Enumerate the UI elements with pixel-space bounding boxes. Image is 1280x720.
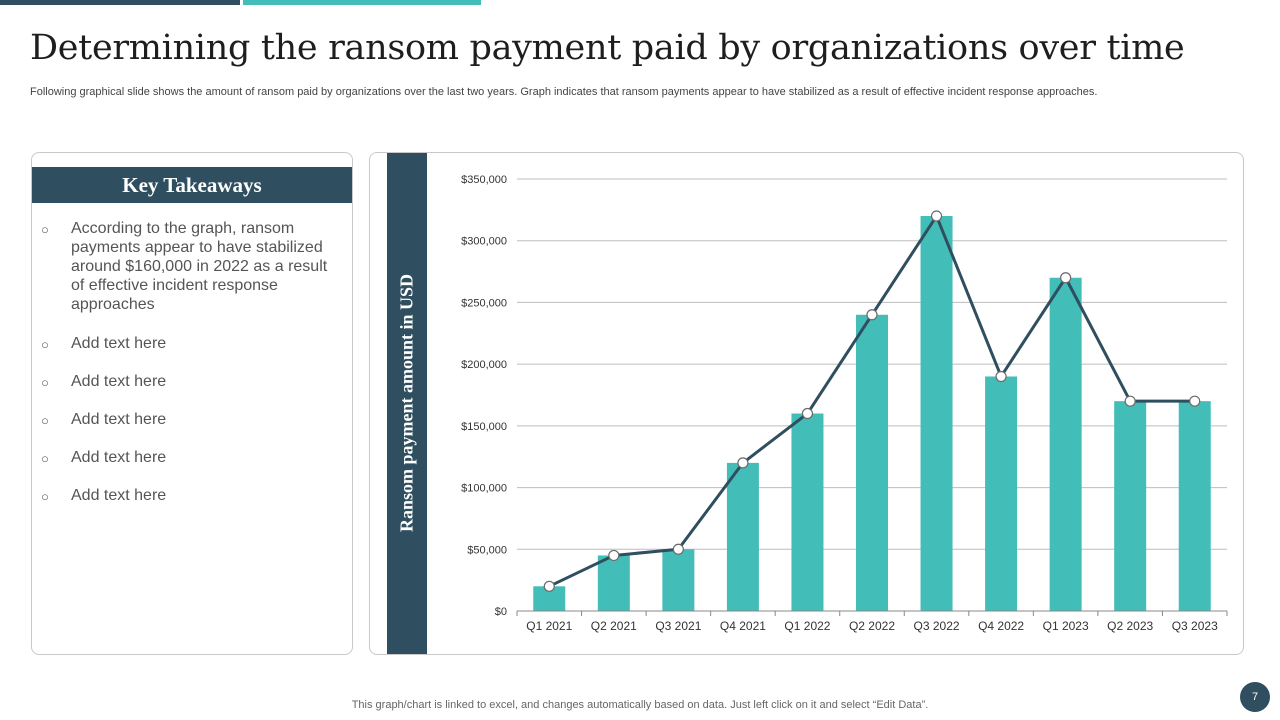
x-tick-label: Q4 2021 bbox=[720, 619, 766, 633]
line-point bbox=[866, 309, 878, 321]
x-tick-label: Q2 2022 bbox=[849, 619, 895, 633]
x-tick-label: Q3 2021 bbox=[655, 619, 701, 633]
bar bbox=[726, 462, 759, 611]
bar bbox=[662, 549, 695, 611]
x-tick-label: Q4 2022 bbox=[978, 619, 1024, 633]
takeaway-text: Add text here bbox=[71, 373, 167, 390]
line-point bbox=[995, 370, 1007, 383]
x-tick-label: Q1 2021 bbox=[526, 619, 572, 633]
top-accent-bar-teal bbox=[243, 0, 481, 5]
takeaway-text: Add text here bbox=[71, 411, 167, 428]
line-point bbox=[930, 210, 943, 222]
ransom-payment-chart[interactable]: $0 $50,000 $100,000 $150,000 $200,000 $250,00… bbox=[370, 153, 1243, 654]
key-takeaways-panel: Key Takeaways ○ According to the graph, … bbox=[31, 152, 353, 655]
takeaway-text: Add text here bbox=[71, 449, 167, 466]
takeaway-item: ○ Add text here bbox=[32, 448, 352, 467]
key-takeaways-heading: Key Takeaways bbox=[32, 167, 352, 203]
bar bbox=[597, 555, 630, 611]
key-takeaways-list: ○ According to the graph, ransom payment… bbox=[32, 219, 352, 524]
bullet-circle-icon: ○ bbox=[41, 375, 49, 390]
bar bbox=[985, 376, 1018, 611]
line-point bbox=[1060, 272, 1072, 284]
takeaway-item: ○ Add text here bbox=[32, 486, 352, 505]
bar bbox=[1114, 401, 1147, 611]
line-point bbox=[1189, 395, 1201, 407]
takeaway-item: ○ Add text here bbox=[32, 334, 352, 353]
x-tick-label: Q1 2022 bbox=[784, 619, 830, 633]
footer-note: This graph/chart is linked to excel, and… bbox=[351, 699, 929, 711]
y-tick-label: $250,000 bbox=[461, 297, 507, 309]
line-point bbox=[1124, 395, 1136, 407]
x-tick-label: Q3 2022 bbox=[914, 619, 960, 633]
bar bbox=[1049, 277, 1082, 611]
y-tick-label: $300,000 bbox=[461, 236, 507, 248]
bar bbox=[920, 216, 953, 611]
takeaway-text: Add text here bbox=[71, 487, 167, 504]
line-point bbox=[608, 549, 620, 562]
x-tick-label: Q3 2023 bbox=[1172, 619, 1218, 633]
line-point bbox=[737, 457, 749, 469]
bullet-circle-icon: ○ bbox=[41, 451, 49, 466]
bullet-circle-icon: ○ bbox=[41, 337, 49, 352]
takeaway-item: ○ Add text here bbox=[32, 372, 352, 391]
y-tick-label: $350,000 bbox=[461, 174, 507, 186]
page-number: 7 bbox=[1240, 682, 1270, 712]
x-tick-label: Q1 2023 bbox=[1043, 619, 1089, 633]
slide-subtitle: Following graphical slide shows the amou… bbox=[30, 86, 1098, 98]
slide-title: Determining the ransom payment paid by o… bbox=[30, 28, 1185, 68]
bar bbox=[1178, 401, 1211, 611]
top-accent-bar-dark bbox=[0, 0, 240, 5]
x-tick-label: Q2 2021 bbox=[591, 619, 637, 633]
takeaway-text: Add text here bbox=[71, 335, 167, 352]
y-tick-label: $50,000 bbox=[467, 544, 507, 556]
y-axis-label-bar bbox=[387, 153, 427, 654]
takeaway-item: ○ According to the graph, ransom payment… bbox=[32, 219, 352, 314]
bullet-circle-icon: ○ bbox=[41, 413, 49, 428]
x-tick-label: Q2 2023 bbox=[1107, 619, 1153, 633]
line-point bbox=[801, 407, 814, 420]
y-tick-label: $100,000 bbox=[461, 483, 507, 495]
bar bbox=[856, 314, 888, 611]
bar bbox=[791, 413, 824, 611]
y-tick-label: $0 bbox=[495, 606, 507, 618]
y-tick-label: $150,000 bbox=[461, 421, 507, 433]
line-point bbox=[672, 543, 684, 555]
chart-panel[interactable]: Ransom payment amount in USD $0 $50,000 $1… bbox=[369, 152, 1244, 655]
line-point bbox=[543, 580, 555, 592]
takeaway-text: According to the graph, ransom payments … bbox=[71, 220, 328, 313]
bullet-circle-icon: ○ bbox=[41, 489, 49, 504]
y-tick-label: $200,000 bbox=[461, 359, 507, 371]
bullet-circle-icon: ○ bbox=[41, 222, 49, 237]
takeaway-item: ○ Add text here bbox=[32, 410, 352, 429]
